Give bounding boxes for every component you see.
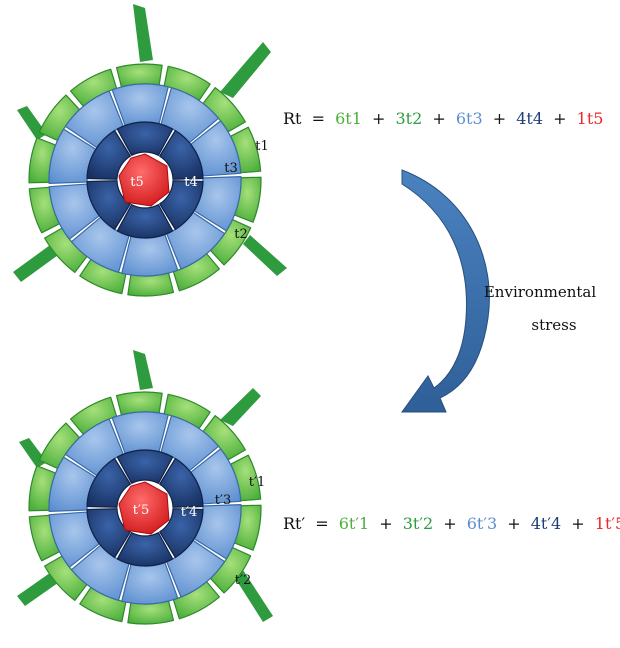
endodermis-cell bbox=[86, 129, 131, 180]
endodermis-cell bbox=[159, 129, 204, 180]
epidermis-cell bbox=[79, 258, 127, 295]
formula-eq: = bbox=[312, 109, 325, 128]
formula-plus: + bbox=[372, 109, 385, 128]
formula-top: Rt = 6t1 + 3t2 + 6t3 + 4t4 + 1t5 bbox=[283, 109, 603, 128]
endodermis-cell bbox=[116, 121, 174, 156]
label-t4: t′4 bbox=[181, 505, 197, 520]
formula-lhs: Rt′ bbox=[283, 514, 305, 533]
formula-plus: + bbox=[493, 109, 506, 128]
label-t4: t4 bbox=[184, 175, 198, 190]
root-hair-top-right bbox=[220, 42, 271, 98]
formula-term-t3: 6t′3 bbox=[467, 514, 497, 533]
formula-plus: + bbox=[443, 514, 456, 533]
formula-plus: + bbox=[571, 514, 584, 533]
endodermis-ring bbox=[86, 121, 204, 239]
formula-term-t1: 6t1 bbox=[335, 109, 362, 128]
hair-cells bbox=[13, 4, 287, 282]
endodermis-cell bbox=[116, 532, 174, 567]
formula-term-t3: 6t3 bbox=[456, 109, 483, 128]
stele-cell bbox=[118, 153, 170, 207]
endodermis-cell bbox=[86, 457, 131, 508]
formula-plus: + bbox=[379, 514, 392, 533]
endodermis-cell bbox=[116, 449, 174, 484]
root-hair-top bbox=[133, 4, 153, 62]
endodermis-cell bbox=[159, 457, 204, 508]
root-hair-bottom-left bbox=[13, 240, 65, 282]
root-section-bottom: t′5 t′4 t′3 t′1 t′2 bbox=[17, 350, 273, 625]
curved-arrow-icon bbox=[401, 169, 490, 413]
formula-term-t1: 6t′1 bbox=[339, 514, 369, 533]
arrow-label-line1: Environmental bbox=[484, 283, 596, 301]
formula-plus: + bbox=[507, 514, 520, 533]
formula-term-t4: 4t4 bbox=[516, 109, 543, 128]
endodermis-ring bbox=[86, 449, 204, 567]
formula-plus: + bbox=[432, 109, 445, 128]
formula-term-t5: 1t5 bbox=[577, 109, 604, 128]
epidermis-cell bbox=[163, 65, 211, 102]
formula-lhs: Rt bbox=[283, 109, 302, 128]
root-hair-left bbox=[17, 106, 47, 140]
label-t1: t1 bbox=[255, 139, 269, 154]
label-t2: t2 bbox=[234, 227, 248, 242]
stele-cell bbox=[118, 481, 170, 535]
label-t1: t′1 bbox=[249, 475, 265, 490]
label-t5: t5 bbox=[130, 175, 144, 190]
formula-term-t2: 3t2 bbox=[395, 109, 422, 128]
label-t2: t′2 bbox=[235, 573, 251, 588]
label-t3: t′3 bbox=[215, 493, 231, 508]
arrow-label-line2: stress bbox=[531, 316, 576, 334]
root-hair-right bbox=[235, 570, 273, 622]
formula-plus: + bbox=[553, 109, 566, 128]
epidermis-cell bbox=[163, 393, 211, 430]
formula-bottom: Rt′ = 6t′1 + 3t′2 + 6t′3 + 4t′4 + 1t′5 bbox=[283, 514, 620, 533]
root-hair-right bbox=[243, 235, 287, 276]
cortex-ring bbox=[48, 83, 242, 277]
root-section-top: t5 t4 t3 t1 t2 bbox=[13, 4, 287, 297]
endodermis-cell bbox=[159, 508, 204, 559]
endodermis-cell bbox=[116, 204, 174, 239]
endodermis-cell bbox=[159, 180, 204, 231]
epidermis-cell bbox=[79, 586, 127, 623]
label-t3: t3 bbox=[224, 161, 238, 176]
formula-eq: = bbox=[315, 514, 328, 533]
root-hair-top-right bbox=[220, 388, 261, 426]
root-hair-top bbox=[133, 350, 153, 390]
label-t5: t′5 bbox=[133, 503, 149, 518]
formula-term-t4: 4t′4 bbox=[531, 514, 561, 533]
formula-term-t5: 1t′5 bbox=[595, 514, 620, 533]
formula-term-t2: 3t′2 bbox=[403, 514, 433, 533]
